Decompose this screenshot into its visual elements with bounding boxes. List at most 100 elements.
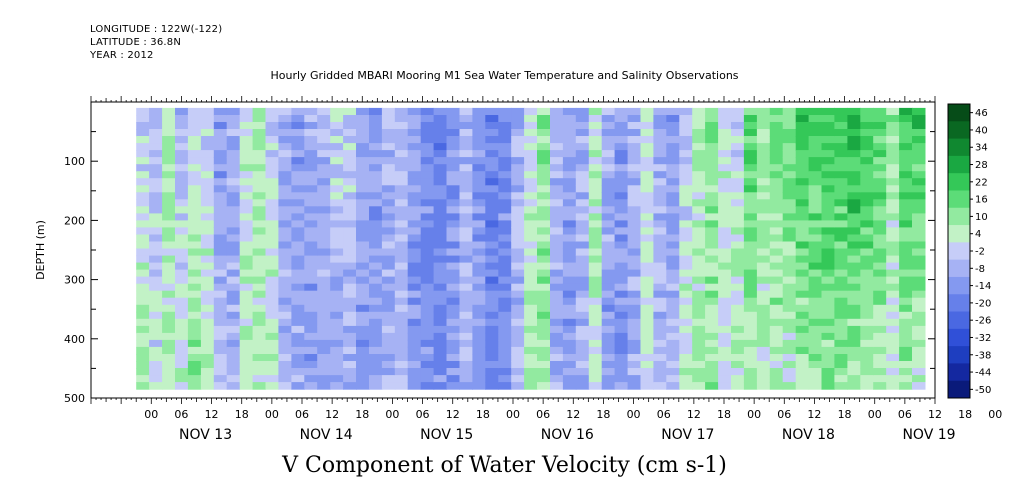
heatmap-cell <box>213 339 228 348</box>
heatmap-cell <box>718 171 732 179</box>
heatmap-cell <box>200 361 215 369</box>
heatmap-cell <box>446 346 460 355</box>
heatmap-cell <box>601 325 616 334</box>
heatmap-cell <box>627 220 642 228</box>
heatmap-cell <box>705 368 719 376</box>
heatmap-cell <box>718 220 732 228</box>
heatmap-cell <box>821 248 835 257</box>
heatmap-cell <box>369 143 383 151</box>
heatmap-cell <box>239 297 254 306</box>
heatmap-cell <box>860 185 874 193</box>
heatmap-cell <box>886 129 900 137</box>
heatmap-cell <box>692 339 706 348</box>
heatmap-cell <box>588 122 603 130</box>
x-hour-tick-label: 00 <box>265 408 279 421</box>
heatmap-cell <box>575 311 590 320</box>
heatmap-cell <box>265 354 279 362</box>
heatmap-cell <box>524 255 538 264</box>
heatmap-cell <box>821 290 835 299</box>
heatmap-cell <box>679 375 693 383</box>
heatmap-cell <box>187 206 202 214</box>
heatmap-cell <box>175 241 189 250</box>
heatmap-cell <box>304 276 318 285</box>
heatmap-cell <box>136 157 150 165</box>
heatmap-cell <box>136 382 150 390</box>
heatmap-cell <box>640 248 654 257</box>
heatmap-cell <box>278 178 292 186</box>
heatmap-cell <box>511 361 525 369</box>
heatmap-cell <box>731 339 745 348</box>
heatmap-cell <box>679 346 693 355</box>
heatmap-cell <box>821 150 835 158</box>
heatmap-cell <box>459 150 473 158</box>
heatmap-cell <box>278 220 292 228</box>
heatmap-cell <box>291 178 305 186</box>
heatmap-cell <box>679 290 693 299</box>
heatmap-cell <box>187 241 202 250</box>
heatmap-cell <box>743 157 758 165</box>
heatmap-cell <box>782 206 797 214</box>
heatmap-cell <box>705 361 719 369</box>
heatmap-cell <box>369 290 383 299</box>
x-day-label: NOV 17 <box>661 427 714 443</box>
heatmap-cell <box>743 311 758 320</box>
heatmap-cell <box>330 311 344 320</box>
heatmap-cell <box>679 248 693 257</box>
heatmap-cell <box>498 332 512 341</box>
heatmap-cell <box>860 332 874 341</box>
heatmap-cell <box>899 129 913 137</box>
heatmap-cell <box>317 382 331 390</box>
heatmap-cell <box>588 227 603 235</box>
heatmap-cell <box>446 234 460 243</box>
heatmap-cell <box>420 375 435 383</box>
heatmap-cell <box>162 150 176 158</box>
heatmap-cell <box>899 290 913 299</box>
heatmap-cell <box>808 346 823 355</box>
heatmap-cell <box>769 339 784 348</box>
heatmap-cell <box>291 255 305 264</box>
heatmap-cell <box>899 122 913 130</box>
heatmap-cell <box>511 185 525 193</box>
heatmap-cell <box>317 241 331 250</box>
heatmap-cell <box>627 199 642 207</box>
heatmap-cell <box>226 368 241 376</box>
heatmap-cell <box>356 213 370 221</box>
heatmap-cell <box>614 199 629 207</box>
heatmap-cell <box>731 311 745 320</box>
colorbar-swatch <box>948 242 970 261</box>
heatmap-cell <box>187 318 202 327</box>
colorbar-swatch <box>948 276 970 295</box>
heatmap-cell <box>705 283 719 292</box>
heatmap-cell <box>666 115 680 123</box>
heatmap-cell <box>498 255 512 264</box>
heatmap-cell <box>834 283 848 292</box>
heatmap-cell <box>524 361 538 369</box>
heatmap-cell <box>498 157 512 165</box>
heatmap-cell <box>912 206 926 214</box>
heatmap-cell <box>498 382 512 390</box>
heatmap-cell <box>433 206 448 214</box>
heatmap-cell <box>369 185 383 193</box>
heatmap-cell <box>369 346 383 355</box>
heatmap-cell <box>407 332 422 341</box>
heatmap-cell <box>226 241 241 250</box>
heatmap-cell <box>847 361 861 369</box>
heatmap-cell <box>149 150 163 158</box>
heatmap-cell <box>381 213 396 221</box>
heatmap-cell <box>472 241 486 250</box>
heatmap-cell <box>718 164 732 172</box>
heatmap-cell <box>136 171 150 179</box>
heatmap-cell <box>640 234 654 243</box>
heatmap-cell <box>485 178 499 186</box>
heatmap-cell <box>433 311 448 320</box>
heatmap-cell <box>743 354 758 362</box>
heatmap-cell <box>653 213 667 221</box>
heatmap-cell <box>381 290 396 299</box>
heatmap-cell <box>640 227 654 235</box>
heatmap-cell <box>692 136 706 144</box>
heatmap-cell <box>175 213 189 221</box>
heatmap-cell <box>705 122 719 130</box>
heatmap-cell <box>239 115 254 123</box>
heatmap-cell <box>317 206 331 214</box>
heatmap-cell <box>420 311 435 320</box>
